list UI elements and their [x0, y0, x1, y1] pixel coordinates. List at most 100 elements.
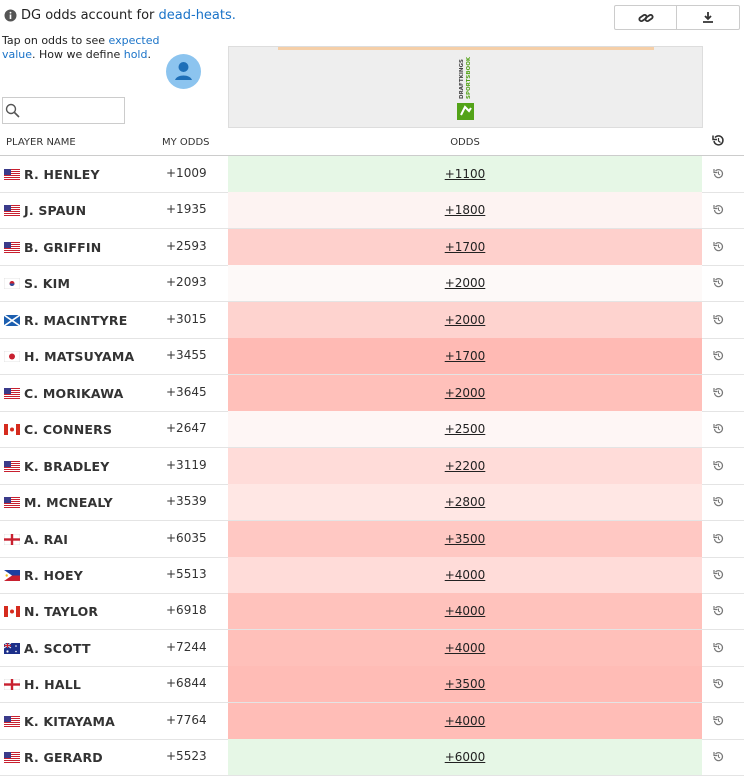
player-row: R. HENLEY +1009 +1100 — [0, 156, 744, 193]
my-odds: +3455 — [166, 348, 207, 363]
reset-icon[interactable] — [713, 715, 724, 726]
reset-icon[interactable] — [713, 277, 724, 288]
reset-icon[interactable] — [713, 678, 724, 689]
odds-cell: +4000 — [228, 702, 702, 739]
odds-cell: +4000 — [228, 593, 702, 630]
odds-link[interactable]: +2000 — [444, 385, 486, 400]
reset-icon[interactable] — [713, 533, 724, 544]
odds-cell: +1700 — [228, 228, 702, 265]
odds-cell: +2800 — [228, 484, 702, 521]
column-header: MY ODDS — [162, 137, 210, 148]
flag-eng — [4, 533, 20, 545]
reset-icon[interactable] — [713, 204, 724, 215]
odds-link[interactable]: +3500 — [444, 677, 486, 692]
my-odds: +6918 — [166, 603, 207, 618]
player-name: J. SPAUN — [24, 203, 87, 219]
my-odds: +2647 — [166, 421, 207, 436]
reset-icon[interactable] — [713, 387, 724, 398]
odds-link[interactable]: +6000 — [444, 750, 486, 765]
my-odds: +2593 — [166, 238, 207, 253]
logo-text: SPORTSBOOK — [466, 56, 472, 99]
reset-icon[interactable] — [713, 569, 724, 580]
odds-link[interactable]: +2500 — [444, 422, 486, 437]
reset-icon[interactable] — [713, 350, 724, 361]
odds-link[interactable]: +4000 — [444, 713, 486, 728]
search-box[interactable] — [2, 97, 125, 124]
player-name: B. GRIFFIN — [24, 239, 102, 255]
odds-link[interactable]: +4000 — [444, 640, 486, 655]
reset-icon[interactable] — [713, 605, 724, 616]
my-odds: +3645 — [166, 384, 207, 399]
my-odds: +1935 — [166, 202, 207, 217]
notice-text: DG odds account for — [21, 8, 155, 23]
reset-icon[interactable] — [713, 460, 724, 471]
download-button[interactable] — [677, 6, 739, 29]
player-row: M. MCNEALY +3539 +2800 — [0, 484, 744, 522]
flag-ph — [4, 569, 20, 581]
player-row: J. SPAUN +1935 +1800 — [0, 192, 744, 230]
flag-kr — [4, 278, 20, 290]
player-name: R. HOEY — [24, 567, 84, 583]
odds-cell: +1700 — [228, 338, 702, 375]
player-row: R. MACINTYRE +3015 +2000 — [0, 301, 744, 339]
accent-bar — [278, 47, 654, 50]
hold-link[interactable]: hold — [123, 48, 148, 61]
reset-icon[interactable] — [713, 642, 724, 653]
player-row: N. TAYLOR +6918 +4000 — [0, 593, 744, 631]
odds-link[interactable]: +1700 — [444, 349, 486, 364]
odds-link[interactable]: +2000 — [444, 312, 486, 327]
dead-heats-link[interactable]: dead-heats. — [158, 8, 236, 23]
player-name: A. RAI — [24, 531, 69, 547]
odds-link[interactable]: +2800 — [444, 495, 486, 510]
my-odds: +7764 — [166, 712, 207, 727]
odds-link[interactable]: +1100 — [444, 167, 486, 181]
flag-us — [4, 169, 20, 180]
player-row: A. RAI +6035 +3500 — [0, 520, 744, 558]
button-group — [614, 5, 740, 30]
expected-value-link[interactable]: expected value — [2, 34, 160, 61]
odds-cell: +2000 — [228, 374, 702, 411]
info-icon — [4, 9, 17, 22]
tip: Tap on odds to see expected value. How w… — [2, 34, 167, 62]
player-row: K. BRADLEY +3119 +2200 — [0, 447, 744, 485]
player-name: R. MACINTYRE — [24, 312, 128, 328]
player-name: A. SCOTT — [24, 640, 91, 656]
player-name: M. MCNEALY — [24, 495, 113, 511]
my-odds: +5513 — [166, 566, 207, 581]
player-name: K. BRADLEY — [24, 458, 110, 474]
odds-link[interactable]: +2000 — [444, 276, 486, 291]
odds-link[interactable]: +4000 — [444, 567, 486, 582]
tip-text: Tap on odds to see — [2, 34, 106, 47]
reset-all-icon[interactable] — [712, 134, 725, 147]
my-odds: +6844 — [166, 676, 207, 691]
odds-cell: +6000 — [228, 739, 702, 776]
reset-icon[interactable] — [713, 314, 724, 325]
odds-link[interactable]: +4000 — [444, 604, 486, 619]
player-name: H. HALL — [24, 677, 82, 693]
player-row: R. HOEY +5513 +4000 — [0, 556, 744, 594]
reset-icon[interactable] — [713, 168, 724, 179]
odds-cell: +2200 — [228, 447, 702, 484]
my-odds: +2093 — [166, 275, 207, 290]
reset-icon[interactable] — [713, 496, 724, 507]
reset-icon[interactable] — [713, 241, 724, 252]
flag-ca — [4, 606, 20, 618]
odds-link[interactable]: +1700 — [444, 239, 486, 254]
reset-icon[interactable] — [713, 423, 724, 434]
player-row: C. CONNERS +2647 +2500 — [0, 411, 744, 449]
odds-cell: +4000 — [228, 556, 702, 593]
odds-link[interactable]: +1800 — [444, 203, 486, 218]
link-button[interactable] — [615, 6, 677, 29]
flag-us — [4, 715, 20, 727]
odds-link[interactable]: +3500 — [444, 531, 486, 546]
sportsbook-header: DRAFTKINGS SPORTSBOOK — [228, 46, 703, 128]
odds-cell: +2000 — [228, 301, 702, 338]
odds-link[interactable]: +2200 — [444, 458, 486, 473]
my-odds: +3119 — [166, 457, 207, 472]
player-row: H. MATSUYAMA +3455 +1700 — [0, 338, 744, 376]
reset-icon[interactable] — [713, 751, 724, 762]
tip-text: . How we define — [32, 48, 121, 61]
my-odds: +1009 — [166, 166, 207, 180]
odds-cell: +1800 — [228, 192, 702, 229]
